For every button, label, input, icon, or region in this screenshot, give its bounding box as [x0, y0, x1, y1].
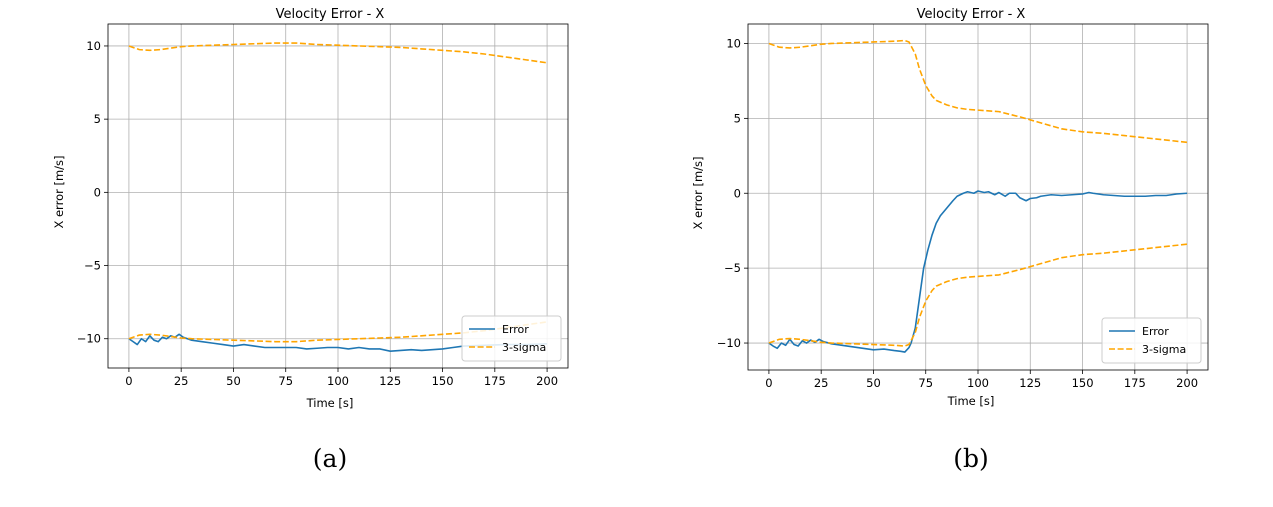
x-tick-label: 150 [432, 374, 454, 388]
series-line-3-sigma-lower [768, 243, 1188, 347]
x-tick-label: 175 [1124, 376, 1146, 390]
x-tick-label: 50 [226, 374, 241, 388]
x-tick-label: 25 [814, 376, 829, 390]
legend: Error 3-sigma [1101, 317, 1202, 364]
plot-area-frame [107, 23, 569, 369]
legend-label: Error [502, 323, 529, 336]
y-tick-label: −5 [724, 261, 741, 275]
series-line-3-sigma [128, 42, 548, 64]
y-tick-label: 10 [86, 39, 101, 53]
x-tick-label: 100 [327, 374, 349, 388]
series-line-error [128, 333, 548, 352]
legend-label: 3-sigma [1142, 343, 1186, 356]
x-tick-label: 75 [918, 376, 933, 390]
y-axis-label: X error [m/s] [52, 155, 66, 228]
x-tick-label: 150 [1072, 376, 1094, 390]
y-tick-label: 0 [94, 185, 101, 199]
figure-caption: (b) [953, 444, 989, 473]
y-tick-label: −10 [717, 336, 741, 350]
series-lines [768, 39, 1188, 353]
y-tick-label: 10 [726, 36, 741, 50]
chart-panel-a: Velocity Error - X Time [s] X error [m/s… [52, 7, 569, 473]
x-tick-label: 200 [536, 374, 558, 388]
chart-title: Velocity Error - X [917, 7, 1026, 22]
x-tick-label: 175 [484, 374, 506, 388]
legend: Error 3-sigma [461, 315, 562, 362]
y-tick-label: −10 [77, 332, 101, 346]
x-tick-label: 75 [278, 374, 293, 388]
legend-box [461, 315, 562, 362]
x-tick-label: 50 [866, 376, 881, 390]
y-tick-label: 0 [734, 186, 741, 200]
legend-label: 3-sigma [502, 341, 546, 354]
x-axis-label: Time [s] [306, 396, 354, 410]
chart-panel-b: Velocity Error - X Time [s] X error [m/s… [691, 7, 1209, 473]
x-tick-label: 125 [379, 374, 401, 388]
x-tick-label: 200 [1176, 376, 1198, 390]
x-tick-label: 0 [125, 374, 132, 388]
x-tick-label: 0 [765, 376, 772, 390]
y-tick-label: 5 [734, 111, 741, 125]
y-axis-label: X error [m/s] [691, 156, 705, 229]
y-tick-label: −5 [84, 259, 101, 273]
figure-caption: (a) [313, 444, 347, 473]
x-tick-label: 125 [1019, 376, 1041, 390]
x-tick-label: 100 [967, 376, 989, 390]
x-tick-label: 25 [174, 374, 189, 388]
legend-box [1101, 317, 1202, 364]
y-tick-label: 5 [94, 112, 101, 126]
legend-label: Error [1142, 325, 1169, 338]
plot-area-frame [747, 23, 1209, 371]
x-axis-label: Time [s] [947, 394, 995, 408]
chart-title: Velocity Error - X [276, 7, 385, 22]
series-line-3-sigma [768, 39, 1188, 144]
